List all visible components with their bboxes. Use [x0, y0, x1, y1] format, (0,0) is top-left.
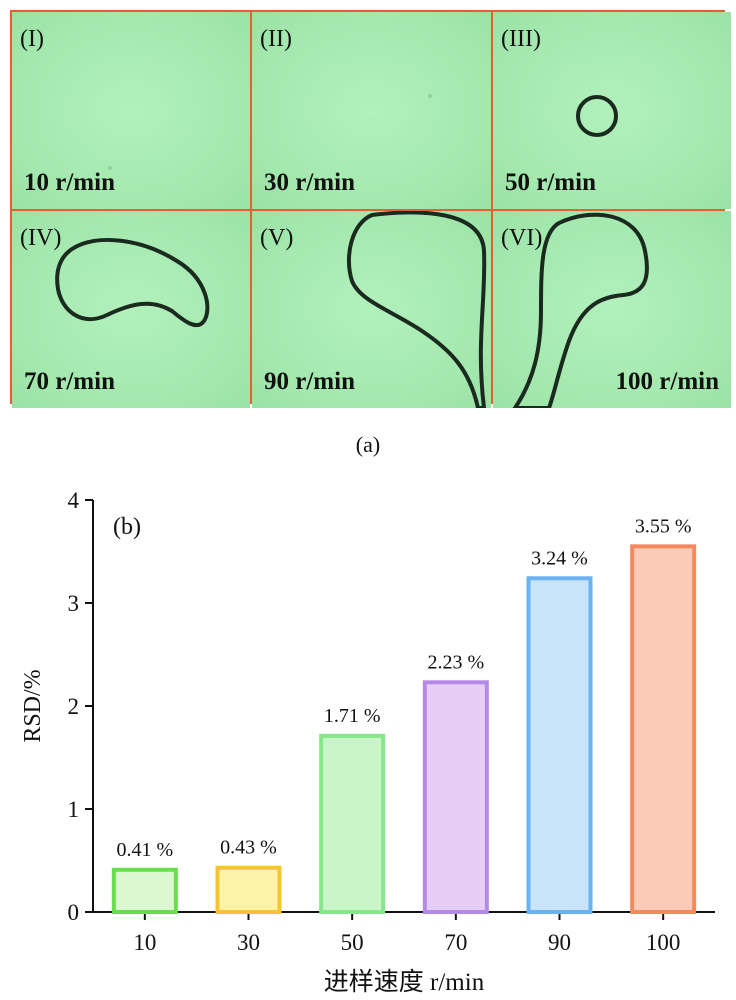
cell-speed-label: 100 r/min [615, 368, 719, 395]
cell-roman-label: (I) [20, 26, 44, 52]
cell-roman-label: (IV) [20, 225, 62, 251]
y-tick-label: 4 [68, 488, 80, 513]
speck [108, 166, 112, 170]
x-tick-label: 10 [133, 930, 156, 955]
data-label: 2.23 % [427, 651, 484, 673]
cell-speed-label: 10 r/min [24, 169, 115, 196]
bubble-shape [55, 237, 210, 328]
chart-bars [111, 544, 697, 914]
x-tick-label: 100 [646, 930, 681, 955]
cell-roman-label: (V) [260, 225, 294, 251]
y-tick-label: 3 [68, 591, 80, 616]
x-tick-label: 90 [548, 930, 571, 955]
bar [319, 733, 386, 914]
x-tick-label: 70 [444, 930, 467, 955]
speck [428, 94, 432, 98]
cell-roman-label: (III) [501, 26, 541, 52]
bar [630, 544, 697, 914]
data-label: 1.71 % [324, 705, 381, 727]
bubble-shape [512, 212, 649, 408]
x-tick-label: 50 [341, 930, 364, 955]
x-tick-label: 30 [237, 930, 260, 955]
data-label: 3.55 % [635, 515, 692, 537]
micrograph-cell-3: (III) 50 r/min [493, 12, 731, 209]
micrograph-cell-4: (IV) 70 r/min [12, 211, 250, 408]
micrograph-cell-1: (I) 10 r/min [12, 12, 250, 209]
cell-roman-label: (II) [260, 26, 292, 52]
bar [215, 865, 282, 914]
micrograph-cell-5: (V) 90 r/min [252, 211, 491, 408]
y-tick-label: 2 [68, 694, 80, 719]
bar [526, 576, 593, 914]
cell-speed-label: 50 r/min [505, 169, 596, 196]
micrograph-grid: (I) 10 r/min (II) 30 r/min (III) 50 r/mi… [10, 10, 731, 408]
chart-labels: 10 0.41 % 30 0.43 % 50 1.71 % 70 2.23 % 90 3.24 %… [113, 514, 692, 996]
bar [422, 680, 489, 914]
y-tick-label: 0 [68, 900, 80, 925]
panel-a-caption: (a) [355, 432, 381, 457]
micrograph-cell-2: (II) 30 r/min [252, 12, 491, 209]
cell-speed-label: 90 r/min [264, 368, 355, 395]
panel-b-label: (b) [113, 514, 141, 540]
cell-roman-label: (VI) [501, 225, 543, 251]
rsd-bar-chart: 0 1 2 3 4 RSD/% 10 0.41 % 30 0.43 % 50 1.71 % 70 2.2… [20, 488, 715, 996]
y-tick-label: 1 [68, 797, 80, 822]
cell-speed-label: 30 r/min [264, 169, 355, 196]
bar [111, 867, 178, 914]
cell-speed-label: 70 r/min [24, 368, 115, 395]
bubble-shape [576, 95, 618, 137]
data-label: 0.43 % [220, 837, 277, 859]
data-label: 0.41 % [116, 839, 173, 861]
bubble-shape [347, 211, 487, 408]
data-label: 3.24 % [531, 547, 588, 569]
y-axis-title: RSD/% [20, 669, 46, 742]
micrograph-cell-6: (VI) 100 r/min [493, 211, 731, 408]
x-axis-title: 进样速度 r/min [324, 968, 485, 996]
